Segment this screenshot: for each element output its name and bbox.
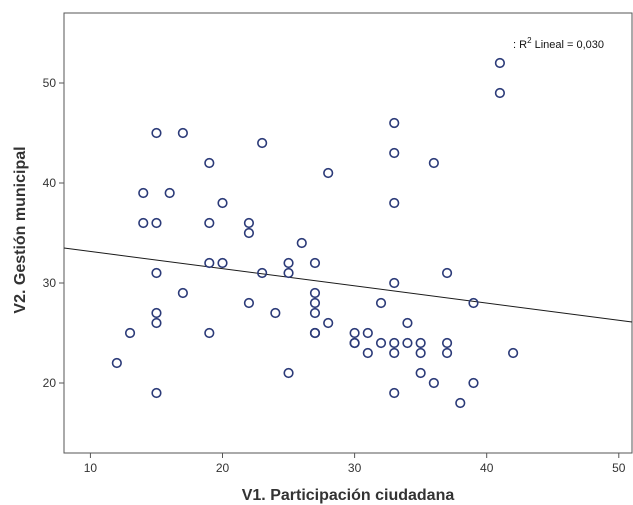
- data-point: [204, 217, 215, 229]
- data-point: [243, 227, 255, 239]
- data-point: [309, 297, 321, 309]
- r2-annotation: : R2 Lineal = 0,030: [513, 36, 604, 51]
- data-point: [389, 117, 400, 129]
- data-point: [389, 277, 400, 289]
- x-tick-label: 10: [84, 461, 98, 475]
- data-point: [362, 347, 373, 359]
- data-point: [468, 297, 479, 309]
- data-point: [257, 267, 268, 279]
- plot-frame: [63, 12, 633, 454]
- data-point: [441, 347, 453, 359]
- data-point: [151, 307, 162, 319]
- data-point: [402, 337, 413, 349]
- data-point: [415, 347, 426, 359]
- data-point: [389, 197, 400, 209]
- data-point: [375, 297, 387, 309]
- data-point: [428, 377, 439, 389]
- x-tick-label: 40: [480, 461, 494, 475]
- data-point: [494, 57, 506, 69]
- data-point: [257, 137, 268, 149]
- data-point: [494, 87, 506, 99]
- data-point: [164, 187, 175, 199]
- y-tick-label: 30: [43, 276, 57, 290]
- data-point: [204, 327, 215, 339]
- data-point: [323, 317, 334, 329]
- x-axis-title: V1. Participación ciudadana: [242, 487, 455, 504]
- data-point: [428, 157, 439, 169]
- data-point: [217, 257, 228, 269]
- data-point: [415, 337, 426, 349]
- data-point: [151, 267, 162, 279]
- x-tick-label: 20: [216, 461, 230, 475]
- data-point: [309, 327, 321, 339]
- data-point: [243, 217, 255, 229]
- data-point: [309, 287, 321, 299]
- data-point: [111, 357, 122, 369]
- data-point: [151, 127, 162, 139]
- data-point: [151, 387, 162, 399]
- data-point: [177, 287, 188, 299]
- data-point: [402, 317, 413, 329]
- data-point: [283, 267, 294, 279]
- data-point: [151, 217, 162, 229]
- data-point: [204, 257, 215, 269]
- data-point: [362, 327, 373, 339]
- data-point: [283, 367, 294, 379]
- regression-line: [63, 247, 633, 323]
- data-point: [177, 127, 188, 139]
- data-point: [243, 297, 255, 309]
- data-point: [389, 387, 400, 399]
- y-tick-label: 40: [43, 176, 57, 190]
- y-tick-label: 20: [43, 376, 57, 390]
- data-point: [138, 217, 149, 229]
- x-tick-label: 50: [612, 461, 626, 475]
- data-point: [389, 347, 400, 359]
- data-point: [349, 337, 360, 349]
- data-point: [138, 187, 149, 199]
- y-tick-label: 50: [43, 76, 57, 90]
- data-point: [151, 317, 162, 329]
- data-point: [455, 397, 466, 409]
- data-point: [309, 257, 321, 269]
- data-point: [389, 147, 400, 159]
- data-point: [270, 307, 281, 319]
- data-point: [508, 347, 519, 359]
- data-point: [204, 157, 215, 169]
- data-point: [415, 367, 426, 379]
- data-point: [441, 337, 453, 349]
- data-point: [296, 237, 307, 249]
- data-point: [323, 167, 334, 179]
- data-point: [468, 377, 479, 389]
- data-point: [375, 337, 387, 349]
- data-point: [309, 307, 321, 319]
- x-tick-label: 30: [348, 461, 362, 475]
- y-axis-title: V2. Gestión municipal: [12, 146, 29, 313]
- data-point: [441, 267, 453, 279]
- data-point: [217, 197, 228, 209]
- data-point: [389, 337, 400, 349]
- data-point: [124, 327, 136, 339]
- data-point: [349, 327, 360, 339]
- data-point: [283, 257, 294, 269]
